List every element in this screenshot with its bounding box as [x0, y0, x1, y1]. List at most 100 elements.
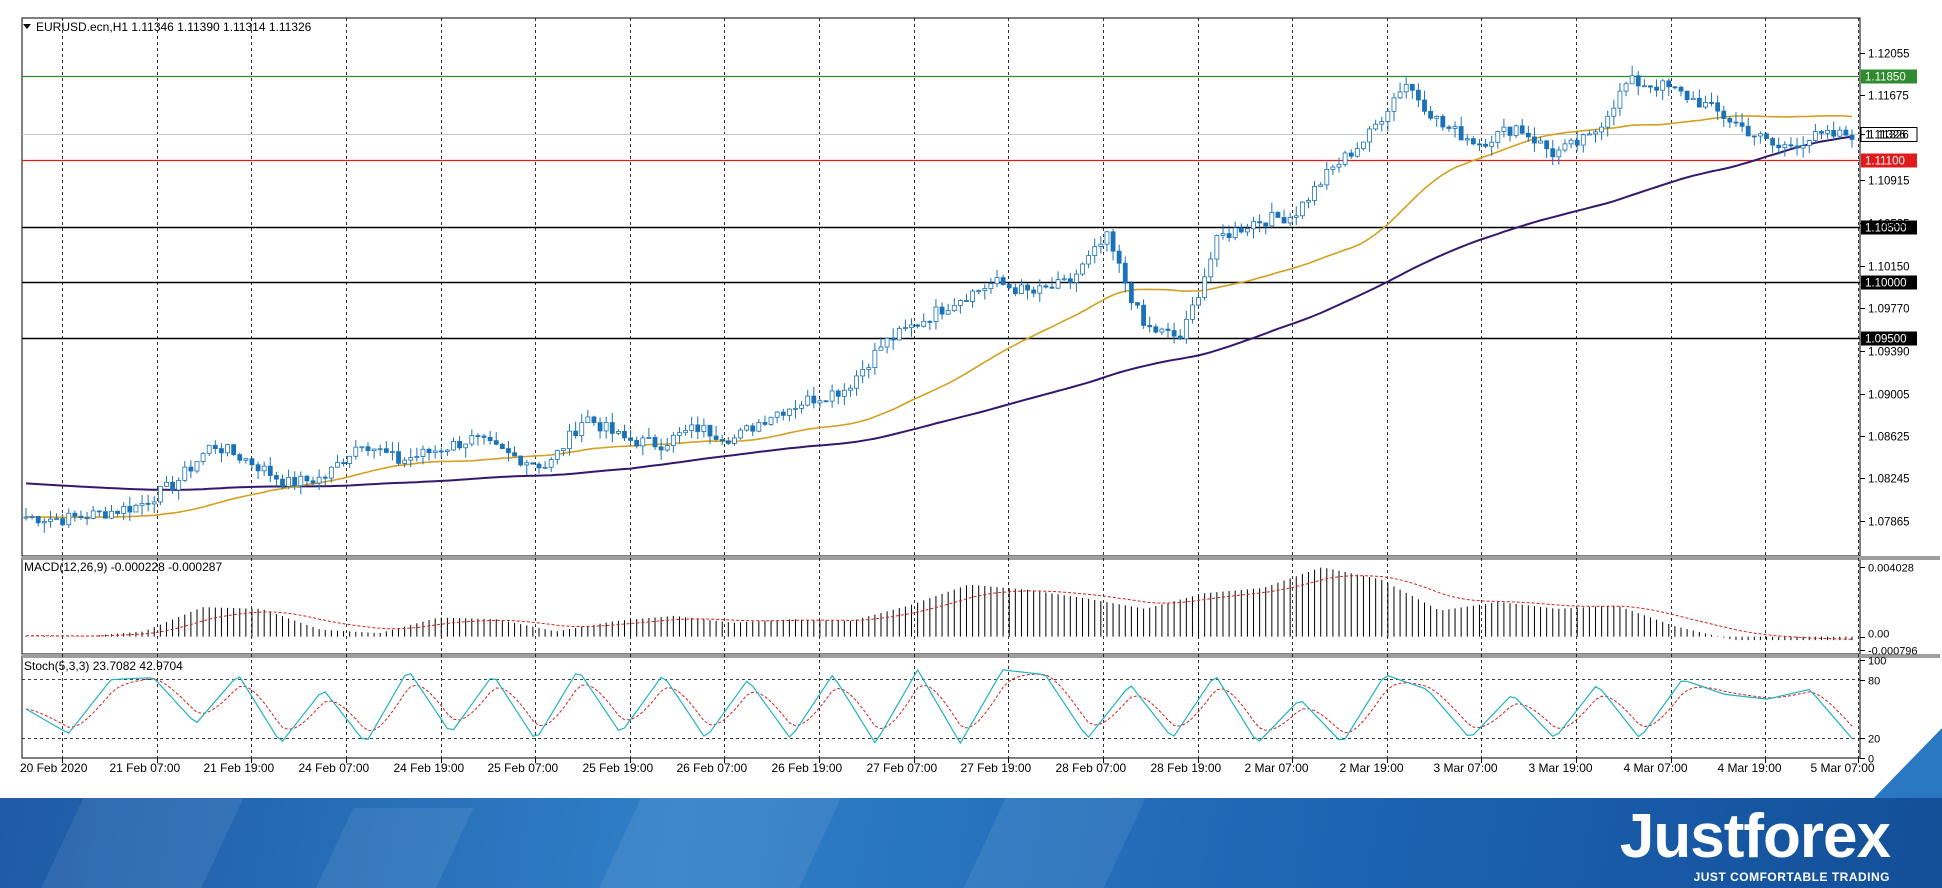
bear-candle — [102, 511, 108, 519]
bear-candle — [249, 458, 255, 466]
bull-candle — [677, 432, 682, 436]
bear-candle — [280, 478, 285, 487]
bear-candle — [823, 400, 829, 403]
price-tick-label: 1.10150 — [1868, 262, 1910, 274]
level-tag-label: 1.11850 — [1865, 72, 1906, 84]
bull-candle — [1312, 185, 1317, 201]
bull-candle — [1183, 318, 1189, 340]
bear-candle — [652, 437, 658, 448]
bear-candle — [634, 440, 640, 447]
bear-candle — [1141, 304, 1146, 326]
bear-candle — [695, 424, 701, 432]
bear-candle — [1031, 289, 1037, 294]
price-tick-label: 1.07865 — [1868, 517, 1910, 529]
bull-candle — [903, 327, 908, 329]
x-tick-label: 26 Feb 07:00 — [677, 761, 748, 775]
bear-candle — [573, 430, 579, 437]
bull-candle — [1342, 152, 1348, 165]
symbol-ohlc-readout: EURUSD.ecn,H1 1.11346 1.11390 1.11314 1.… — [36, 20, 312, 34]
bear-candle — [426, 448, 432, 454]
bull-candle — [335, 462, 340, 468]
bull-candle — [1092, 246, 1098, 256]
banner-facet — [589, 798, 851, 888]
bear-candle — [1049, 286, 1055, 289]
bear-candle — [1849, 134, 1855, 140]
bear-candle — [438, 450, 444, 453]
bear-candle — [609, 422, 615, 434]
bull-candle — [1318, 184, 1324, 187]
bull-candle — [261, 465, 267, 472]
bear-candle — [1684, 90, 1690, 101]
bull-candle — [793, 407, 798, 410]
level-tag-label: 1.11100 — [1865, 156, 1905, 168]
bull-candle — [1434, 116, 1440, 119]
price-tick-label: 1.08245 — [1868, 474, 1910, 486]
bull-candle — [444, 449, 450, 452]
bear-candle — [719, 439, 725, 442]
price-tick-label: 1.09390 — [1868, 347, 1910, 359]
x-tick-label: 24 Feb 07:00 — [299, 761, 370, 775]
bear-candle — [1446, 126, 1452, 129]
x-tick-label: 28 Feb 19:00 — [1151, 761, 1222, 775]
chart-canvas[interactable]: 1.11850 1.11100 1.10500 1.10000 1.09500 1.113… — [0, 0, 1942, 798]
macd-tick-label: -0.000796 — [1868, 646, 1918, 658]
bull-candle — [1379, 121, 1385, 125]
bull-candle — [976, 290, 982, 292]
bull-candle — [1513, 125, 1519, 136]
bull-candle — [1336, 163, 1342, 168]
bull-candle — [756, 422, 762, 432]
bull-candle — [774, 411, 780, 418]
bear-candle — [237, 454, 243, 461]
bear-candle — [1733, 121, 1739, 124]
bull-candle — [1086, 255, 1092, 265]
bear-candle — [1574, 139, 1580, 146]
header: EURUSD.ecn,H1 1.11346 1.11390 1.11314 1.… — [23, 20, 312, 673]
bull-candle — [1611, 107, 1617, 117]
bull-candle — [768, 416, 774, 425]
bull-candle — [1037, 285, 1043, 294]
bear-candle — [1794, 145, 1800, 149]
bear-candle — [1122, 262, 1128, 284]
banner-facet — [954, 798, 1146, 888]
bear-candle — [1483, 143, 1488, 147]
bull-candle — [1287, 216, 1293, 224]
price-tick-label: 1.10535 — [1868, 219, 1910, 231]
bull-candle — [1464, 138, 1470, 141]
bear-candle — [1263, 222, 1269, 227]
horizontal-levels[interactable]: 1.11850 1.11100 1.10500 1.10000 1.09500 1.113… — [22, 69, 1918, 346]
bull-candle — [1660, 80, 1666, 91]
stoch-tick-label: 80 — [1868, 676, 1880, 688]
bull-candle — [1324, 169, 1330, 186]
level-tag — [1861, 220, 1917, 235]
bear-candle — [1422, 99, 1427, 112]
bull-candle — [738, 429, 743, 439]
bull-candle — [200, 452, 206, 462]
bear-candle — [1416, 89, 1421, 101]
bear-candle — [383, 448, 389, 453]
x-tick-label: 21 Feb 07:00 — [110, 761, 181, 775]
bear-candle — [1428, 110, 1434, 119]
bull-candle — [1061, 278, 1067, 281]
brand-logo[interactable]: Justforex JUST COMFORTABLE TRADING — [1620, 804, 1891, 885]
symbol-dropdown-icon[interactable] — [23, 24, 31, 29]
x-tick-label: 3 Mar 19:00 — [1529, 761, 1593, 775]
bull-candle — [54, 518, 59, 521]
bull-candle — [41, 521, 47, 524]
bear-candle — [1440, 116, 1446, 128]
bear-candle — [707, 424, 713, 437]
bull-candle — [1098, 243, 1104, 247]
bull-candle — [1800, 145, 1806, 149]
bull-candle — [1330, 166, 1336, 170]
bull-candle — [121, 505, 127, 514]
x-tick-label: 4 Mar 07:00 — [1624, 761, 1688, 775]
price-tick-label: 1.08625 — [1868, 432, 1910, 444]
bull-candle — [377, 448, 383, 451]
bull-candle — [1757, 133, 1763, 137]
bull-candle — [1617, 90, 1623, 109]
level-tag — [1861, 69, 1917, 84]
bear-candle — [1788, 144, 1794, 147]
bull-candle — [1599, 126, 1605, 133]
price-tick-label: 1.10915 — [1868, 176, 1910, 188]
bull-candle — [243, 458, 249, 461]
bull-candle — [451, 440, 456, 451]
